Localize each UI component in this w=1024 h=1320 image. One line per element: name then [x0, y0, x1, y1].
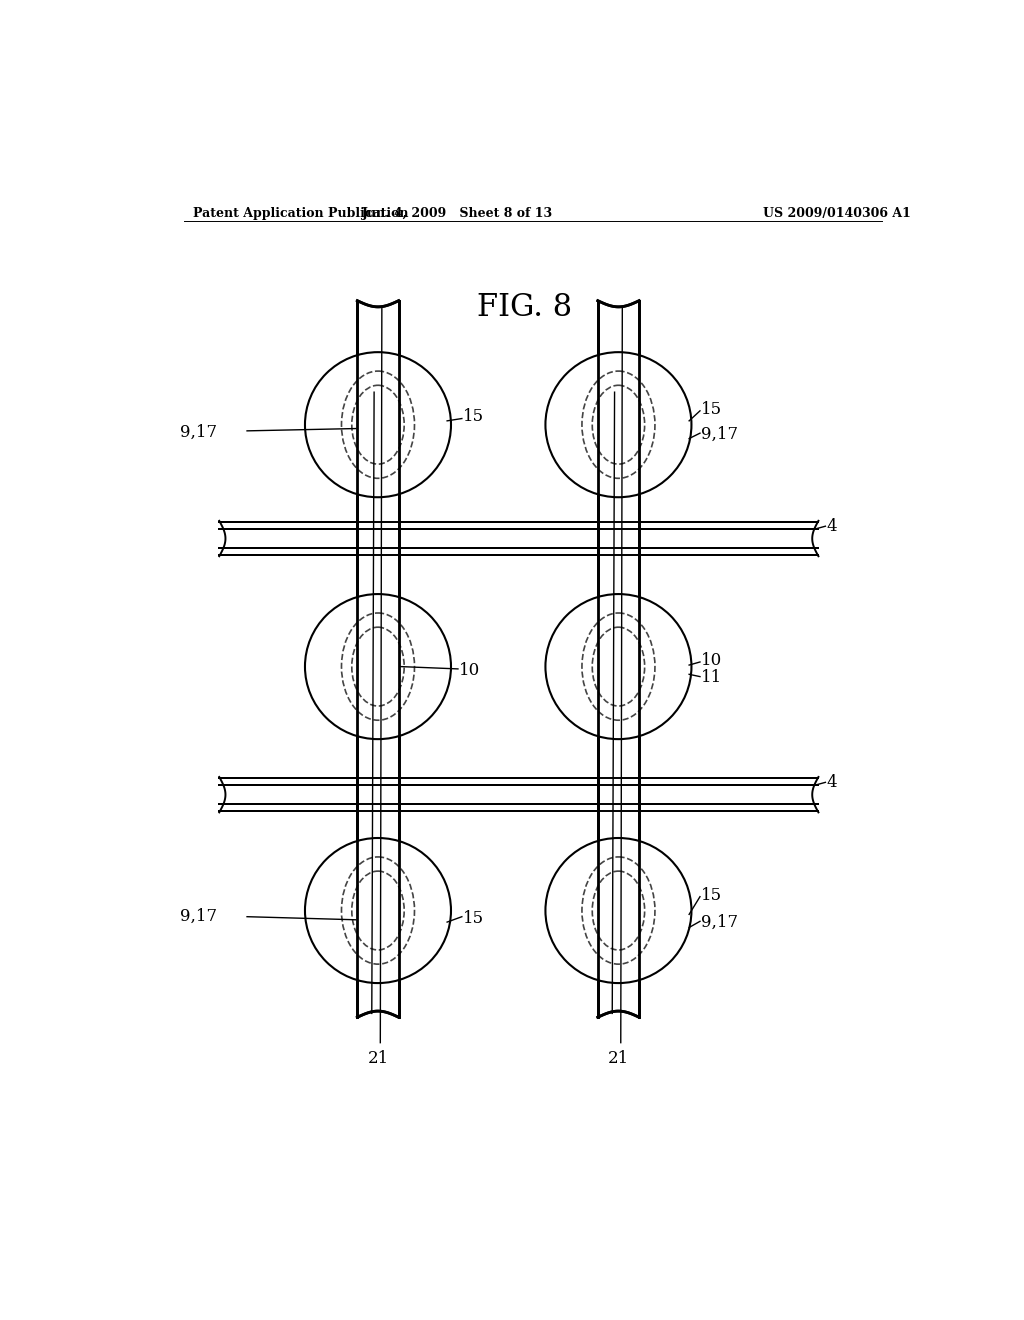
- Text: 18: 18: [605, 367, 627, 384]
- Circle shape: [305, 838, 451, 983]
- Text: 4: 4: [826, 774, 837, 791]
- Text: 15: 15: [463, 909, 483, 927]
- Text: 4: 4: [826, 517, 837, 535]
- Circle shape: [544, 593, 693, 741]
- Bar: [215, 764, 822, 825]
- Text: 15: 15: [700, 401, 722, 418]
- Circle shape: [303, 351, 453, 499]
- Text: 10: 10: [700, 652, 722, 669]
- Circle shape: [303, 593, 453, 741]
- Text: 9,17: 9,17: [700, 425, 738, 442]
- Circle shape: [303, 837, 453, 985]
- Circle shape: [546, 594, 691, 739]
- Circle shape: [546, 352, 691, 498]
- Text: 21: 21: [608, 1049, 629, 1067]
- Text: 11: 11: [700, 669, 722, 686]
- Circle shape: [544, 351, 693, 499]
- Text: 18: 18: [365, 367, 386, 384]
- Text: Jun. 4, 2009   Sheet 8 of 13: Jun. 4, 2009 Sheet 8 of 13: [361, 207, 553, 220]
- Bar: [357, 301, 398, 1018]
- Text: 10: 10: [459, 661, 480, 678]
- Text: 15: 15: [463, 408, 483, 425]
- Circle shape: [546, 838, 691, 983]
- Text: FIG. 8: FIG. 8: [477, 292, 572, 323]
- Bar: [598, 301, 639, 1018]
- Text: US 2009/0140306 A1: US 2009/0140306 A1: [763, 207, 910, 220]
- Text: Patent Application Publication: Patent Application Publication: [194, 207, 409, 220]
- Circle shape: [544, 837, 693, 985]
- Text: 15: 15: [700, 887, 722, 904]
- Text: 9,17: 9,17: [700, 913, 738, 931]
- Text: 9,17: 9,17: [179, 908, 217, 925]
- Circle shape: [305, 352, 451, 498]
- Text: 21: 21: [368, 1049, 389, 1067]
- Bar: [215, 508, 822, 569]
- Circle shape: [305, 594, 451, 739]
- Text: 9,17: 9,17: [179, 424, 217, 441]
